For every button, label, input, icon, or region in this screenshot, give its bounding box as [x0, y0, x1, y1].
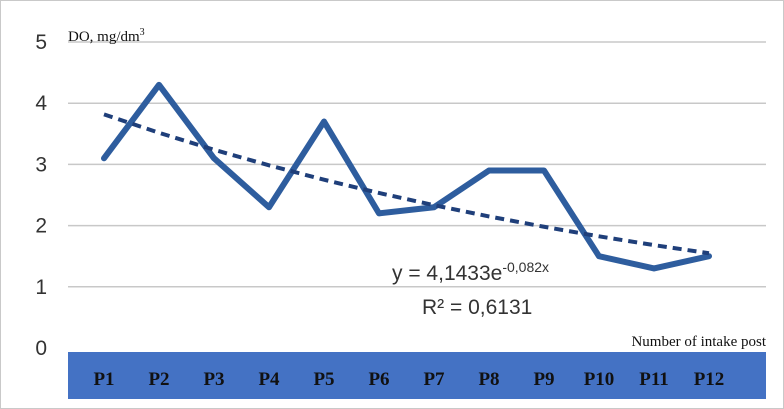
y-tick-label: 0: [35, 337, 47, 360]
trendline-equation: y = 4,1433e-0,082x: [392, 259, 549, 285]
y-tick-labels: 0 1 2 3 4 5: [35, 31, 47, 360]
y-axis-label-superscript: 3: [140, 27, 145, 38]
x-tick-label: P3: [203, 369, 224, 390]
x-tick-label: P4: [258, 369, 280, 390]
y-tick-label: 2: [35, 215, 47, 238]
x-tick-label: P2: [148, 369, 169, 390]
category-labels: P1 P2 P3 P4 P5 P6 P7 P8 P9 P10 P11 P12: [93, 369, 724, 390]
trendline-exponential: [103, 112, 710, 256]
x-tick-label: P9: [533, 369, 554, 390]
trendline-equation-base: y = 4,1433e: [392, 262, 502, 285]
x-tick-label: P8: [478, 369, 499, 390]
y-tick-label: 3: [35, 153, 47, 176]
category-band: [68, 352, 766, 399]
trendline-equation-exponent: -0,082x: [502, 259, 549, 275]
x-tick-label: P11: [639, 369, 669, 390]
x-tick-label: P12: [694, 369, 725, 390]
y-tick-label: 5: [35, 31, 47, 54]
x-tick-label: P6: [368, 369, 389, 390]
y-axis-label-text: DO, mg/dm: [68, 29, 140, 45]
x-tick-label: P10: [584, 369, 615, 390]
y-axis-label: DO, mg/dm3: [68, 27, 145, 45]
x-tick-label: P1: [93, 369, 114, 390]
gridlines: [68, 41, 766, 288]
x-tick-label: P7: [423, 369, 445, 390]
y-tick-label: 1: [35, 276, 47, 299]
x-tick-label: P5: [313, 369, 334, 390]
x-axis-label: Number of intake post: [631, 334, 766, 350]
trendline-r-squared: R² = 0,6131: [422, 296, 532, 319]
y-tick-label: 4: [35, 92, 47, 115]
